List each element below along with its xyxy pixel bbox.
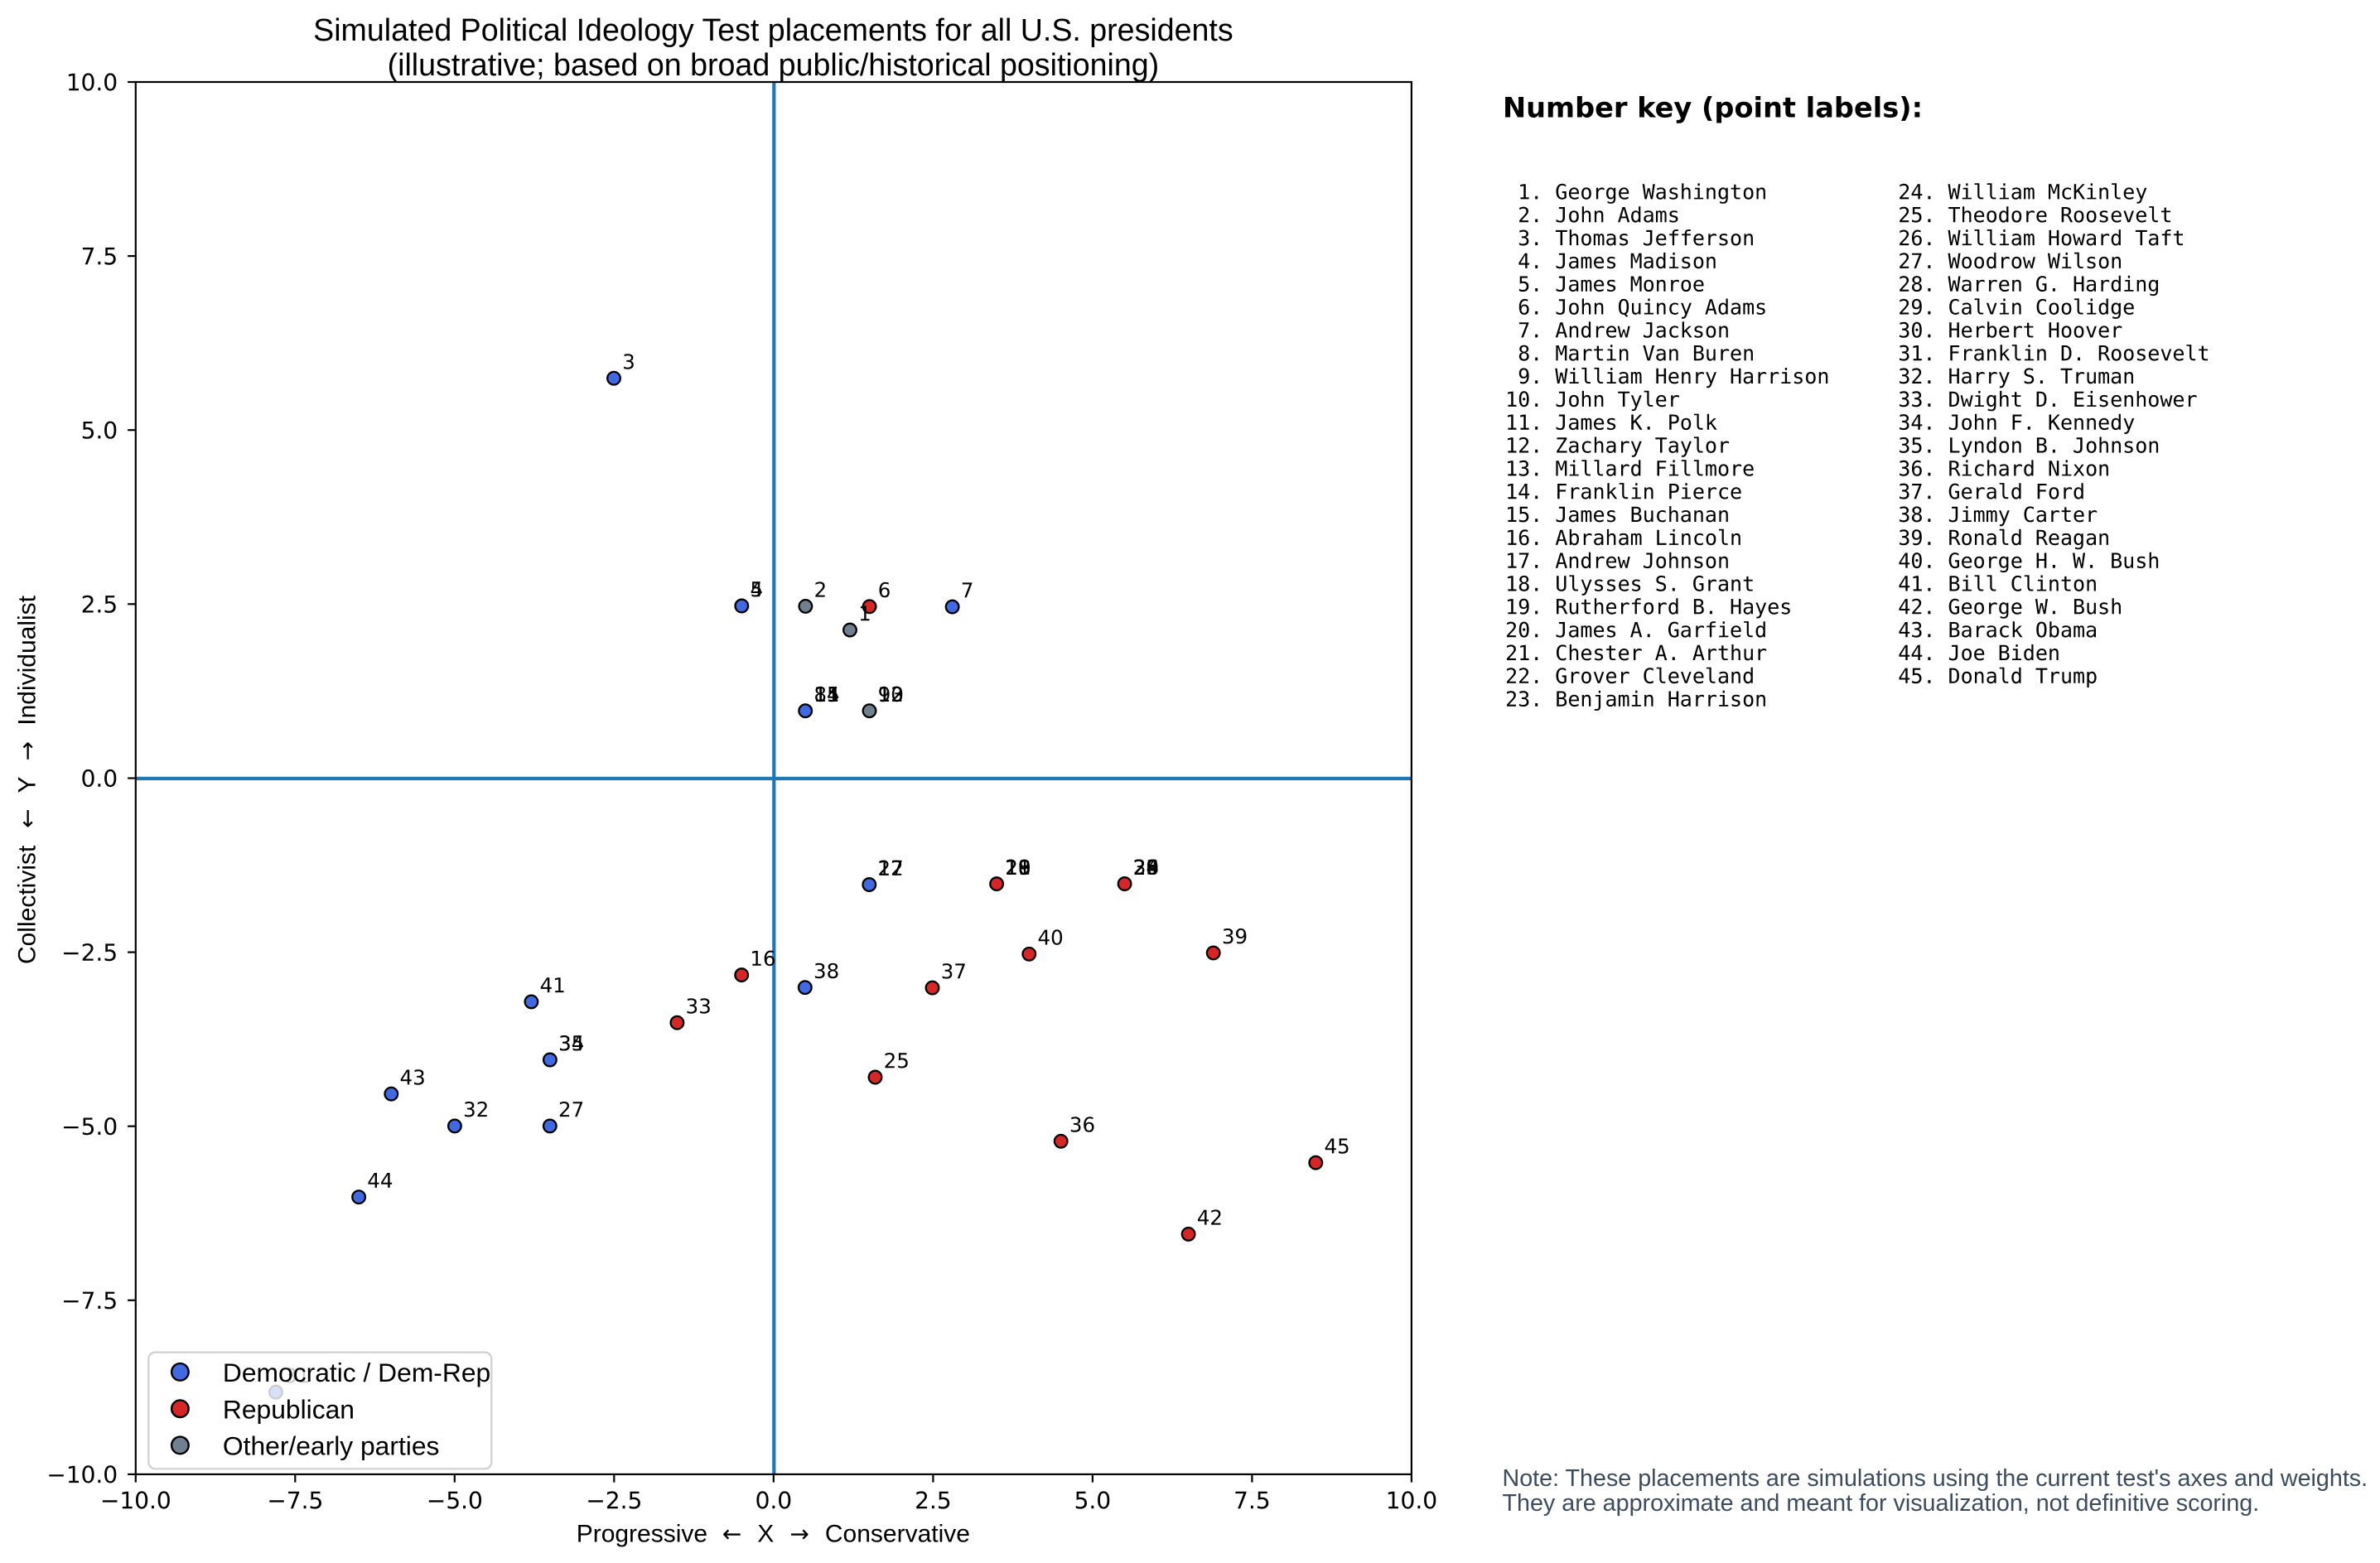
svg-text:They are approximate and meant: They are approximate and meant for visua… <box>1503 1490 2260 1517</box>
svg-text:X: X <box>757 1520 774 1547</box>
svg-text:Progressive: Progressive <box>577 1520 707 1547</box>
svg-text:Democratic / Dem-Rep: Democratic / Dem-Rep <box>223 1358 490 1387</box>
svg-text:Conservative: Conservative <box>825 1520 970 1547</box>
svg-text:Individualist: Individualist <box>13 595 41 725</box>
svg-text:Y: Y <box>13 776 41 793</box>
svg-text:Simulated Political Ideology T: Simulated Political Ideology Test placem… <box>313 12 1233 47</box>
svg-text:Note: These placements are sim: Note: These placements are simulations u… <box>1503 1465 2368 1492</box>
svg-text:Republican: Republican <box>223 1394 355 1424</box>
svg-text:Other/early parties: Other/early parties <box>223 1431 440 1461</box>
svg-text:(illustrative; based on broad: (illustrative; based on broad public/his… <box>388 47 1160 82</box>
svg-text:Collectivist: Collectivist <box>13 845 41 964</box>
